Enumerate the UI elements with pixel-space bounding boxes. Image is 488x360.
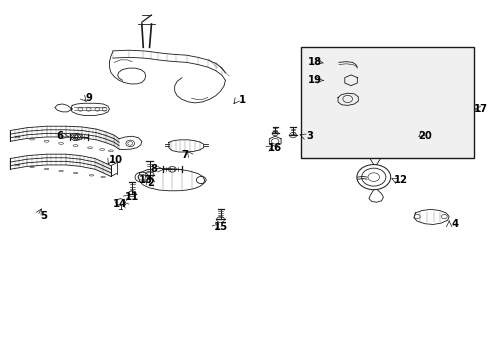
Text: 11: 11 xyxy=(125,192,139,202)
Text: 14: 14 xyxy=(112,199,126,210)
Text: 19: 19 xyxy=(307,75,321,85)
Text: 12: 12 xyxy=(393,175,407,185)
Text: 15: 15 xyxy=(213,222,227,232)
Text: 13: 13 xyxy=(139,175,152,185)
Text: 20: 20 xyxy=(417,131,431,141)
Text: 17: 17 xyxy=(472,104,487,114)
Text: 6: 6 xyxy=(56,131,63,141)
Text: 1: 1 xyxy=(238,95,245,105)
Text: 5: 5 xyxy=(40,211,47,221)
Text: 3: 3 xyxy=(306,131,313,141)
Text: 8: 8 xyxy=(151,164,158,174)
Text: 2: 2 xyxy=(147,177,154,188)
Text: 9: 9 xyxy=(85,93,92,103)
Text: 16: 16 xyxy=(267,143,282,153)
Text: 4: 4 xyxy=(450,219,458,229)
Bar xyxy=(301,47,473,158)
Text: 18: 18 xyxy=(307,57,321,67)
Text: 7: 7 xyxy=(181,150,187,160)
Text: 10: 10 xyxy=(108,155,122,165)
